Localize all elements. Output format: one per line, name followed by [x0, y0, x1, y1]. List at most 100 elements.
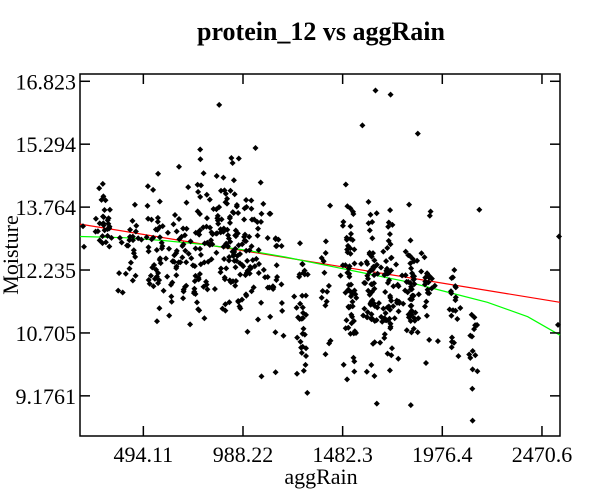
- data-point: [230, 210, 237, 216]
- data-point: [415, 315, 422, 322]
- data-point: [368, 266, 375, 273]
- data-point: [156, 224, 163, 231]
- data-point: [324, 288, 331, 295]
- data-point: [411, 317, 418, 324]
- data-point: [169, 279, 176, 286]
- data-point: [555, 321, 561, 328]
- data-point: [221, 187, 228, 194]
- data-point: [406, 201, 413, 208]
- data-point: [386, 231, 393, 238]
- data-point: [278, 281, 285, 288]
- data-point: [391, 315, 398, 322]
- data-point: [381, 272, 388, 278]
- data-point: [384, 350, 391, 357]
- data-point: [418, 250, 425, 257]
- data-point: [156, 277, 163, 284]
- data-point: [256, 261, 262, 267]
- data-point: [275, 236, 282, 243]
- data-point: [377, 339, 384, 346]
- data-point: [402, 248, 409, 255]
- data-point: [294, 334, 301, 341]
- data-point: [192, 245, 199, 252]
- data-point: [339, 222, 346, 229]
- data-point: [166, 245, 172, 252]
- data-point: [217, 269, 224, 276]
- data-point: [267, 313, 274, 320]
- data-point: [81, 243, 87, 250]
- data-point: [414, 257, 421, 264]
- data-point: [469, 385, 476, 392]
- data-point: [168, 298, 175, 305]
- data-point: [254, 232, 261, 239]
- data-point: [236, 260, 243, 267]
- data-point: [380, 248, 387, 255]
- data-point: [390, 283, 397, 290]
- data-point: [153, 266, 159, 273]
- data-point: [301, 271, 308, 278]
- y-tick-label: 16.823: [16, 69, 77, 94]
- y-tick-label: 13.764: [16, 195, 77, 220]
- x-axis-label: aggRain: [284, 464, 357, 489]
- data-point: [215, 220, 222, 227]
- data-point: [406, 252, 413, 259]
- data-point: [267, 210, 274, 217]
- data-point: [173, 263, 180, 270]
- data-point: [132, 253, 139, 260]
- data-point: [197, 251, 204, 258]
- data-point: [424, 286, 431, 293]
- data-point: [170, 258, 176, 265]
- data-point: [423, 360, 429, 366]
- data-point: [264, 274, 271, 280]
- data-point: [183, 225, 190, 232]
- data-point: [348, 320, 355, 327]
- data-point: [232, 227, 239, 234]
- smooth-fit-line: [79, 235, 561, 336]
- data-point: [124, 242, 130, 249]
- data-point: [326, 340, 333, 347]
- data-point: [242, 231, 248, 238]
- data-point: [373, 210, 380, 217]
- data-point: [300, 325, 307, 332]
- data-point: [422, 278, 429, 285]
- data-point: [402, 272, 409, 279]
- data-point: [173, 228, 180, 235]
- data-point: [372, 263, 379, 270]
- data-point: [197, 156, 204, 163]
- data-point: [241, 216, 248, 223]
- data-point: [365, 198, 372, 205]
- data-point: [196, 227, 203, 234]
- data-point: [346, 273, 353, 280]
- data-point: [299, 292, 306, 299]
- data-point: [339, 262, 346, 269]
- data-point: [235, 298, 242, 305]
- data-point: [248, 197, 255, 204]
- data-point: [244, 328, 251, 335]
- data-point: [414, 329, 421, 336]
- data-point: [220, 227, 226, 234]
- data-point: [232, 264, 239, 271]
- data-point: [155, 170, 162, 177]
- data-point: [293, 304, 300, 311]
- data-point: [253, 255, 260, 262]
- data-point: [297, 338, 304, 345]
- data-point: [303, 353, 309, 359]
- data-point: [246, 233, 253, 240]
- data-point: [243, 197, 250, 203]
- data-point: [421, 254, 428, 261]
- data-point: [371, 373, 378, 379]
- data-point: [226, 254, 233, 260]
- data-point: [222, 199, 229, 206]
- data-point: [383, 258, 390, 265]
- data-point: [322, 250, 329, 256]
- data-point: [162, 255, 169, 262]
- data-point: [340, 218, 347, 225]
- data-point: [296, 316, 303, 322]
- data-point: [426, 336, 433, 343]
- data-point: [210, 206, 217, 212]
- data-point: [180, 225, 187, 232]
- data-point: [381, 335, 388, 341]
- data-point: [144, 183, 151, 190]
- data-point: [408, 307, 415, 314]
- data-point: [386, 367, 393, 374]
- data-point: [258, 218, 264, 225]
